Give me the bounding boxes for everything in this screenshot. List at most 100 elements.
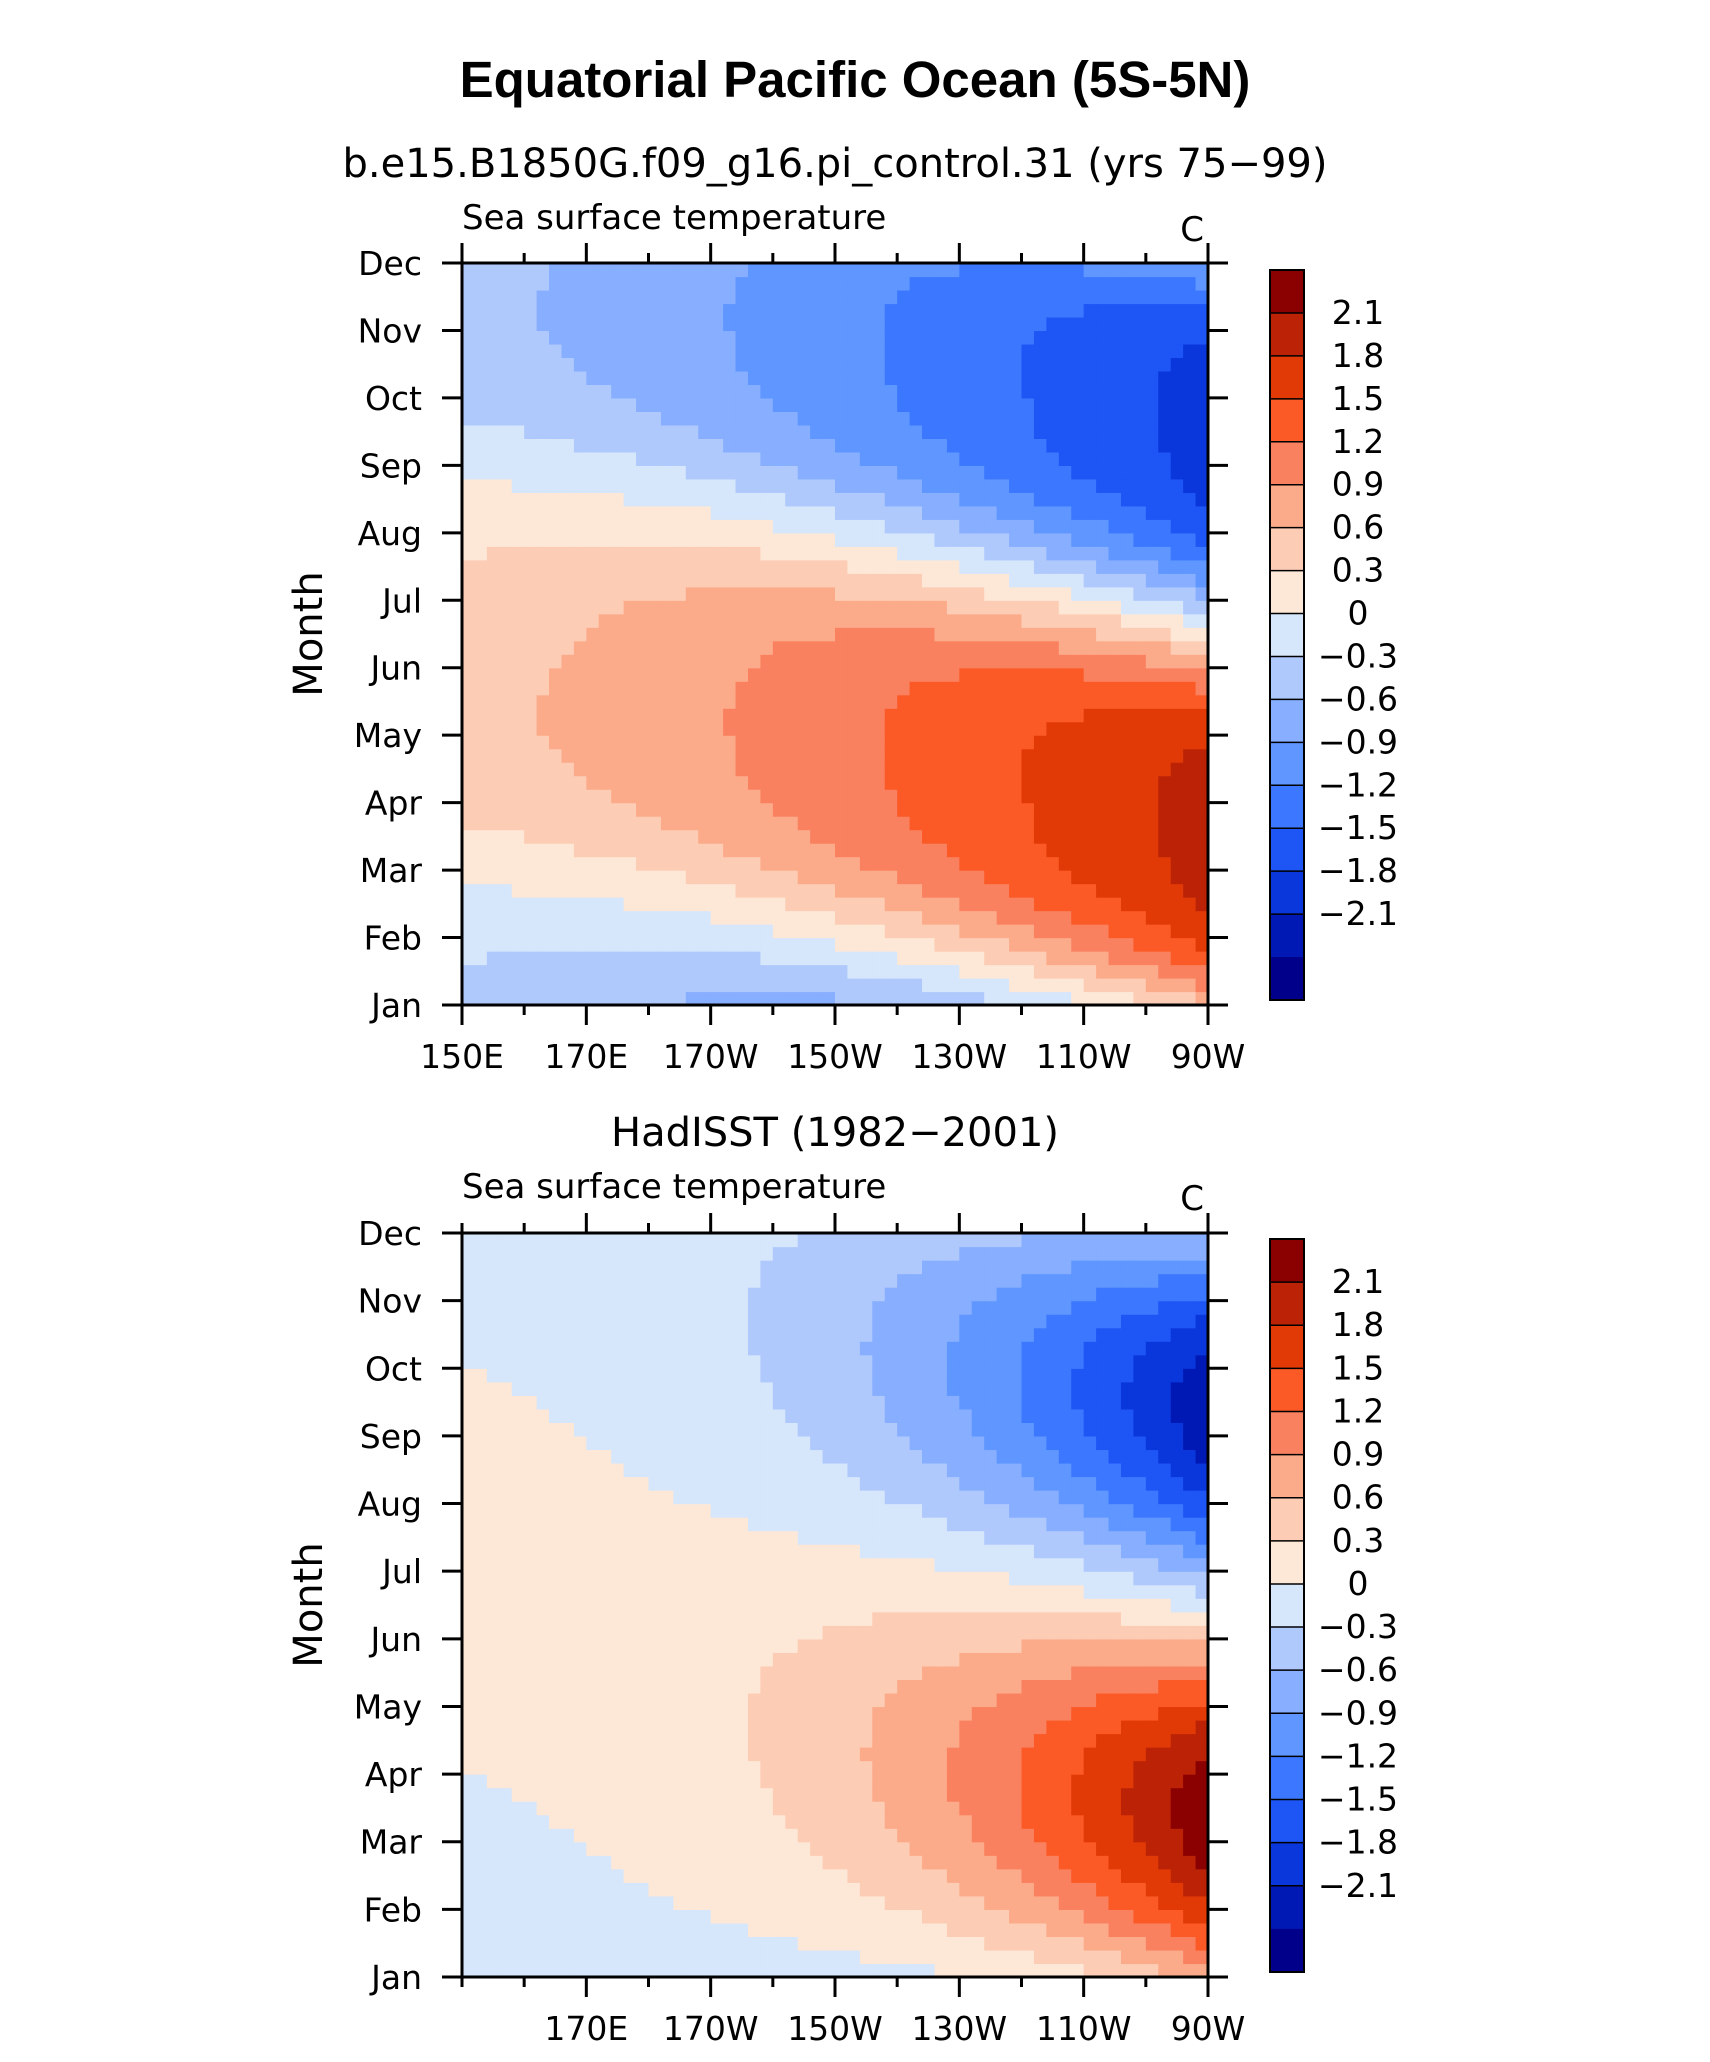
field-cell <box>710 897 724 912</box>
field-cell <box>598 1300 612 1315</box>
field-cell <box>747 613 761 628</box>
field-cell <box>499 397 513 412</box>
field-cell <box>922 600 936 615</box>
field-cell <box>499 303 513 318</box>
field-cell <box>499 1490 513 1505</box>
field-cell <box>996 424 1010 439</box>
field-cell <box>536 1476 550 1491</box>
field-cell <box>598 843 612 858</box>
field-cell <box>673 1841 687 1856</box>
field-cell <box>561 1503 575 1518</box>
field-cell <box>1096 316 1110 332</box>
field-cell <box>511 1287 525 1302</box>
field-cell <box>772 1760 786 1775</box>
field-cell <box>1021 627 1035 642</box>
field-cell <box>698 1922 712 1938</box>
field-cell <box>462 613 476 628</box>
field-cell <box>573 370 587 386</box>
field-cell <box>996 411 1010 426</box>
field-cell <box>797 694 811 709</box>
field-cell <box>499 600 513 615</box>
field-cell <box>648 330 662 345</box>
field-cell <box>611 532 625 547</box>
field-cell <box>648 263 662 278</box>
field-cell <box>598 330 612 345</box>
field-cell <box>797 708 811 723</box>
field-cell <box>1096 870 1110 885</box>
field-cell <box>797 735 811 750</box>
field-cell <box>660 370 674 386</box>
field-cell <box>462 397 476 412</box>
field-cell <box>785 964 799 979</box>
field-cell <box>474 1679 488 1694</box>
field-cell <box>760 1408 774 1423</box>
field-cell <box>772 424 786 439</box>
field-cell <box>611 978 625 993</box>
field-cell <box>511 856 525 871</box>
field-cell <box>785 762 799 777</box>
field-cell <box>810 910 824 925</box>
field-cell <box>573 1922 587 1938</box>
colorbar-bin <box>1270 484 1304 529</box>
field-cell <box>611 1517 625 1532</box>
field-cell <box>735 721 749 736</box>
field-cell <box>636 1368 650 1383</box>
field-cell <box>648 573 662 588</box>
field-cell <box>611 775 625 790</box>
field-cell <box>735 505 749 520</box>
field-cell <box>897 883 911 898</box>
field-cell <box>462 1949 476 1965</box>
field-cell <box>847 883 861 898</box>
field-cell <box>747 1395 761 1410</box>
field-cell <box>660 924 674 939</box>
field-cell <box>698 1963 712 1978</box>
field-cell <box>561 573 575 588</box>
field-cell <box>648 1611 662 1626</box>
field-cell <box>760 532 774 547</box>
field-cell <box>1145 586 1159 601</box>
field-cell <box>946 897 960 912</box>
field-cell <box>723 775 737 790</box>
field-cell <box>996 654 1010 669</box>
field-cell <box>586 1273 600 1288</box>
field-cell <box>1033 303 1047 318</box>
field-cell <box>660 1300 674 1315</box>
field-cell <box>573 1476 587 1491</box>
field-cell <box>1195 546 1209 561</box>
field-cell <box>984 924 998 939</box>
field-cell <box>648 816 662 831</box>
field-cell <box>747 1584 761 1599</box>
field-cell <box>723 843 737 858</box>
field-cell <box>698 1462 712 1478</box>
field-cell <box>1108 978 1122 993</box>
field-cell <box>611 1882 625 1897</box>
field-cell <box>747 492 761 507</box>
field-cell <box>984 505 998 520</box>
field-cell <box>747 1665 761 1680</box>
field-cell <box>549 1300 563 1315</box>
field-cell <box>1009 843 1023 858</box>
field-cell <box>561 735 575 750</box>
field-cell <box>636 1395 650 1410</box>
field-cell <box>536 411 550 426</box>
field-cell <box>462 1665 476 1680</box>
field-cell <box>1033 505 1047 520</box>
field-cell <box>710 775 724 790</box>
field-cell <box>822 370 836 386</box>
field-cell <box>1170 600 1184 615</box>
field-cell <box>685 600 699 615</box>
field-cell <box>598 1882 612 1897</box>
field-cell <box>922 843 936 858</box>
field-cell <box>984 343 998 359</box>
field-cell <box>735 1652 749 1667</box>
field-cell <box>573 1828 587 1843</box>
field-cell <box>598 640 612 655</box>
field-cell <box>1021 438 1035 453</box>
field-cell <box>1083 640 1097 655</box>
field-cell <box>822 492 836 507</box>
field-cell <box>760 789 774 804</box>
field-cell <box>673 1855 687 1870</box>
field-cell <box>1033 438 1047 453</box>
field-cell <box>723 1462 737 1478</box>
field-cell <box>573 532 587 547</box>
